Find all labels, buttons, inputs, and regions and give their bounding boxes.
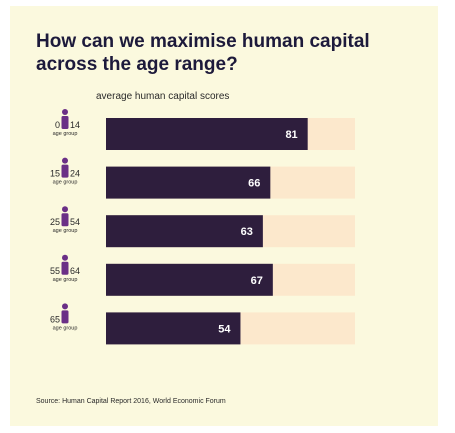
age-range-from: 65 — [50, 314, 60, 324]
age-range-to: 14 — [70, 120, 80, 130]
age-group-label: age group — [53, 277, 78, 283]
bar-value-label: 81 — [285, 129, 297, 141]
age-range-from: 15 — [50, 169, 60, 179]
age-group-label: age group — [53, 325, 78, 331]
age-group-label: age group — [53, 228, 78, 234]
bar — [106, 118, 308, 150]
age-range-to: 54 — [70, 217, 80, 227]
person-icon-body — [61, 116, 69, 129]
age-range-from: 55 — [50, 266, 60, 276]
bar — [106, 312, 241, 345]
person-icon — [62, 303, 68, 310]
age-range-to: 24 — [70, 169, 80, 179]
age-range-to: 64 — [70, 266, 80, 276]
person-icon-body — [61, 213, 69, 227]
person-icon — [62, 157, 68, 164]
bar — [106, 166, 271, 199]
person-icon — [62, 254, 68, 261]
chart-title: How can we maximise human capital across… — [36, 31, 370, 75]
age-range-from: 0 — [55, 120, 60, 130]
bar-value-label: 67 — [251, 275, 263, 287]
person-icon-body — [61, 164, 69, 178]
age-range-from: 25 — [50, 217, 60, 227]
source-note: Source: Human Capital Report 2016, World… — [36, 398, 226, 405]
person-icon — [62, 109, 68, 115]
chart-subtitle: average human capital scores — [96, 91, 230, 102]
bar-value-label: 54 — [218, 323, 231, 335]
bar — [106, 215, 263, 248]
bar-value-label: 66 — [248, 178, 260, 190]
person-icon-body — [61, 310, 69, 324]
bar — [106, 263, 273, 296]
person-icon — [62, 206, 68, 213]
age-group-label: age group — [53, 180, 78, 186]
bar-value-label: 63 — [241, 226, 253, 238]
person-icon-body — [61, 261, 69, 275]
age-group-label: age group — [53, 131, 78, 137]
